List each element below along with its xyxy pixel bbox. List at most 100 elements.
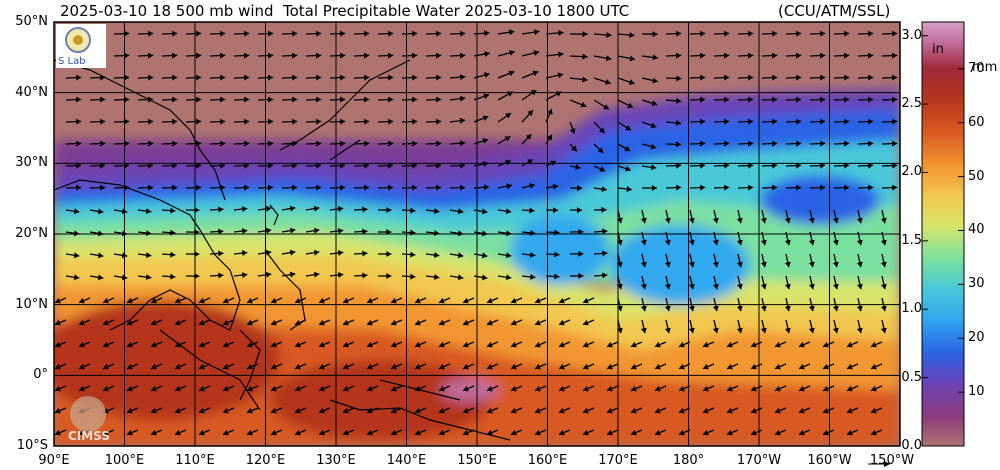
wind-arrow-head xyxy=(583,363,589,370)
wind-arrow-head xyxy=(808,239,815,246)
wind-arrow-head xyxy=(388,140,394,147)
wind-arrow-head xyxy=(151,407,157,414)
longitude-label: 110°E xyxy=(175,453,215,468)
wind-arrow-head xyxy=(772,30,778,37)
wind-arrow-head xyxy=(847,407,853,414)
wind-arrow-head xyxy=(775,429,781,436)
wind-arrow-head xyxy=(511,363,517,370)
wind-arrow-head xyxy=(103,297,109,304)
wind-arrow-head xyxy=(712,327,719,334)
wind-arrow-head xyxy=(316,96,322,103)
wind-arrow-head xyxy=(760,261,767,268)
wind-arrow-head xyxy=(775,341,781,348)
wind-arrow-head xyxy=(127,407,133,414)
wind-arrow-head xyxy=(127,363,133,370)
wind-arrow-head xyxy=(436,96,442,103)
map-frame xyxy=(53,21,901,447)
wind-arrow-head xyxy=(679,341,685,348)
wind-arrow-head xyxy=(799,341,805,348)
wind-arrow-head xyxy=(76,74,82,81)
wind-arrow-head xyxy=(242,228,248,234)
lat-lon-grid xyxy=(54,22,900,446)
wind-arrow-head xyxy=(703,363,709,370)
wind-arrow-head xyxy=(727,407,733,414)
wind-arrow-head xyxy=(460,162,466,169)
wind-arrow-head xyxy=(367,319,373,326)
wind-arrow-head xyxy=(175,319,181,326)
wind-arrow-head xyxy=(172,184,178,191)
wind-arrow-head xyxy=(55,297,61,304)
wind-arrow-head xyxy=(664,283,671,290)
mm-tick-label: 70 xyxy=(968,60,985,76)
colorbar xyxy=(921,21,965,447)
wind-arrow-head xyxy=(625,165,631,172)
wind-arrow-head xyxy=(343,385,349,392)
wind-arrow-head xyxy=(892,162,898,169)
longitude-label: 160°E xyxy=(527,453,568,468)
wind-arrow-head xyxy=(784,239,791,246)
wind-arrow-head xyxy=(676,97,682,104)
wind-arrow-head xyxy=(534,29,540,36)
wind-arrow-head xyxy=(316,74,322,81)
longitude-label: 150°W xyxy=(869,453,915,468)
wind-arrow-head xyxy=(218,206,224,213)
wind-arrow-head xyxy=(651,185,657,191)
wind-arrow-head xyxy=(271,385,277,392)
wind-arrow-head xyxy=(599,166,606,172)
wind-arrow-head xyxy=(247,385,253,392)
wind-arrow-head xyxy=(295,407,301,414)
wind-arrow-head xyxy=(578,272,584,279)
wind-arrow-head xyxy=(196,52,202,59)
wind-arrow-head xyxy=(626,186,632,192)
wind-arrow-head xyxy=(583,297,589,304)
wind-arrow-head xyxy=(268,118,274,125)
mm-tick-label: 20 xyxy=(968,330,985,346)
wind-arrow-head xyxy=(292,140,298,147)
wind-arrow-head xyxy=(760,239,767,246)
wind-arrow-head xyxy=(871,341,877,348)
wind-arrow-head xyxy=(724,74,730,81)
cimss-logo-text: CIMSS xyxy=(68,429,110,443)
wind-arrow-head xyxy=(439,429,445,436)
wind-arrow-head xyxy=(362,250,368,257)
wind-arrow-head xyxy=(655,363,661,370)
wind-arrow-head xyxy=(338,250,344,256)
wind-arrow-head xyxy=(597,147,604,153)
wind-arrow-head xyxy=(628,79,635,85)
wind-arrow-head xyxy=(871,385,877,392)
wind-arrow-head xyxy=(244,96,250,103)
wind-arrow-head xyxy=(364,140,370,147)
wind-arrow-head xyxy=(772,52,778,59)
wind-arrow-head xyxy=(868,118,874,125)
wind-arrow-head xyxy=(772,96,778,103)
wind-arrow-head xyxy=(712,261,719,268)
wind-arrow-head xyxy=(103,429,109,436)
inch-tick-label: 1.0 xyxy=(901,301,922,317)
wind-arrow-head xyxy=(796,74,802,81)
wind-arrow-head xyxy=(601,186,607,193)
wind-arrow-head xyxy=(602,228,608,235)
wind-arrow-head xyxy=(703,429,709,436)
longitude-label: 180° xyxy=(672,453,705,468)
wind-arrow-head xyxy=(97,208,104,215)
wind-arrow-head xyxy=(535,363,541,370)
wind-arrow-head xyxy=(415,429,421,436)
wind-arrow-head xyxy=(463,407,469,414)
wind-arrow-head xyxy=(652,31,658,38)
wind-arrow-head xyxy=(199,407,205,414)
wind-arrow-head xyxy=(535,341,541,348)
wind-arrow-head xyxy=(557,72,564,79)
wind-arrow-head xyxy=(487,297,493,304)
wind-arrow-head xyxy=(247,407,253,414)
wind-arrow-head xyxy=(244,162,250,169)
map-title: Total Precipitable Water 2025-03-10 1800… xyxy=(283,2,630,20)
wind-arrow-head xyxy=(76,140,82,147)
wind-arrow-head xyxy=(629,55,635,62)
wind-arrow-head xyxy=(724,52,730,59)
wind-arrow-head xyxy=(700,184,706,191)
ssl-logo: S Lab xyxy=(56,24,106,68)
wind-arrow-head xyxy=(676,30,682,37)
wind-arrow-head xyxy=(844,140,850,147)
wind-arrow-head xyxy=(535,319,541,326)
wind-arrow-head xyxy=(146,208,152,214)
